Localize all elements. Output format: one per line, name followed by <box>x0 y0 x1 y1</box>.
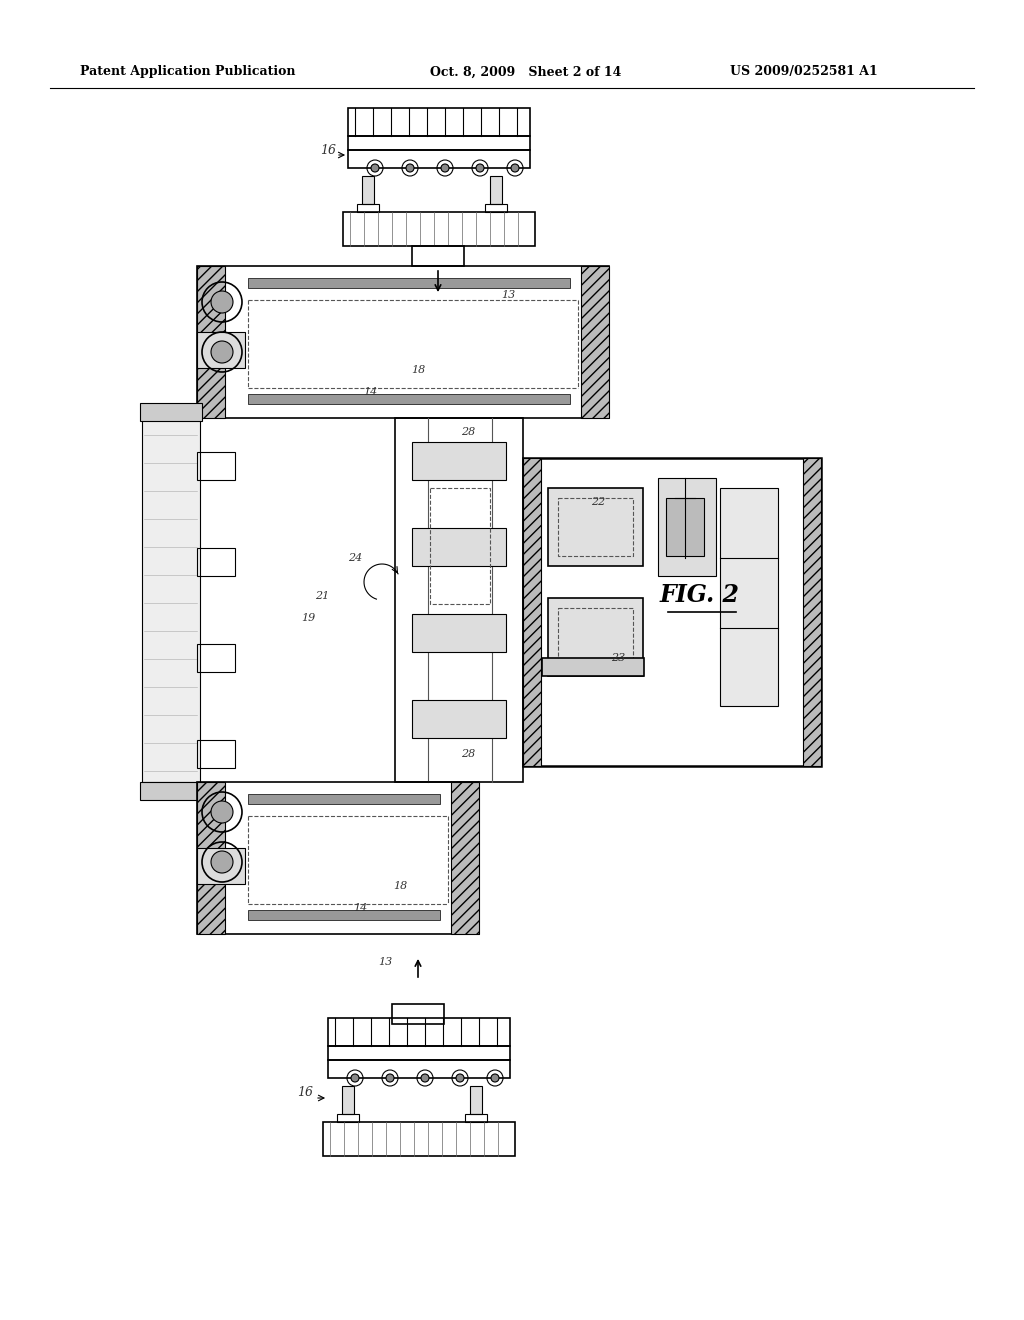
Circle shape <box>211 341 233 363</box>
Bar <box>362 176 374 205</box>
Circle shape <box>511 164 519 172</box>
Bar <box>430 488 490 605</box>
Bar <box>558 609 633 667</box>
Bar <box>523 458 541 766</box>
Bar <box>542 657 644 676</box>
Bar <box>581 267 609 418</box>
Circle shape <box>351 1074 359 1082</box>
Text: 18: 18 <box>411 366 425 375</box>
Bar <box>248 909 440 920</box>
Bar <box>197 644 234 672</box>
Circle shape <box>476 164 484 172</box>
Bar <box>248 393 570 404</box>
Bar <box>548 488 643 566</box>
Bar <box>197 781 225 935</box>
Text: 14: 14 <box>362 387 377 397</box>
Bar <box>395 418 523 781</box>
Bar <box>197 267 225 418</box>
Circle shape <box>490 1074 499 1082</box>
Text: 13: 13 <box>501 290 515 300</box>
Circle shape <box>441 164 449 172</box>
Text: FIG. 2: FIG. 2 <box>660 583 740 607</box>
Circle shape <box>371 164 379 172</box>
Bar <box>328 1060 510 1078</box>
Bar <box>142 418 200 781</box>
Bar <box>523 458 821 766</box>
Bar <box>248 795 440 804</box>
Bar <box>328 1018 510 1045</box>
Bar <box>348 150 530 168</box>
Circle shape <box>421 1074 429 1082</box>
Bar <box>558 498 633 556</box>
Bar <box>412 442 506 480</box>
Bar <box>248 279 570 288</box>
Circle shape <box>211 801 233 822</box>
Text: 24: 24 <box>348 553 362 564</box>
Bar <box>412 614 506 652</box>
Bar <box>197 741 234 768</box>
Bar <box>197 451 234 480</box>
Text: 18: 18 <box>393 880 408 891</box>
Bar <box>548 598 643 676</box>
Bar <box>197 847 245 884</box>
Bar <box>197 781 479 935</box>
Text: 14: 14 <box>353 903 368 913</box>
Bar <box>470 1086 482 1114</box>
Circle shape <box>456 1074 464 1082</box>
Bar <box>720 488 778 706</box>
Bar <box>485 205 507 213</box>
Bar <box>392 1005 444 1024</box>
Bar <box>451 781 479 935</box>
Text: US 2009/0252581 A1: US 2009/0252581 A1 <box>730 66 878 78</box>
Bar <box>803 458 821 766</box>
Bar <box>666 498 705 556</box>
Bar <box>465 1114 487 1122</box>
Text: 16: 16 <box>319 144 336 157</box>
Text: 16: 16 <box>297 1085 313 1098</box>
Text: 23: 23 <box>611 653 625 663</box>
Bar <box>412 246 464 267</box>
Text: 19: 19 <box>301 612 315 623</box>
Text: 21: 21 <box>314 591 329 601</box>
Bar <box>197 267 609 418</box>
Bar <box>348 136 530 150</box>
Bar <box>357 205 379 213</box>
Text: 28: 28 <box>461 748 475 759</box>
Bar <box>140 403 202 421</box>
Bar <box>323 1122 515 1156</box>
Bar <box>412 528 506 566</box>
Bar <box>337 1114 359 1122</box>
Text: Oct. 8, 2009   Sheet 2 of 14: Oct. 8, 2009 Sheet 2 of 14 <box>430 66 622 78</box>
Bar <box>348 108 530 136</box>
Circle shape <box>386 1074 394 1082</box>
Text: Patent Application Publication: Patent Application Publication <box>80 66 296 78</box>
Bar <box>328 1045 510 1060</box>
Circle shape <box>211 851 233 873</box>
Text: 22: 22 <box>591 498 605 507</box>
Bar <box>197 548 234 576</box>
Text: 28: 28 <box>461 426 475 437</box>
Bar <box>343 213 535 246</box>
Bar <box>140 781 202 800</box>
Circle shape <box>406 164 414 172</box>
Bar <box>658 478 716 576</box>
Text: 13: 13 <box>378 957 392 968</box>
Bar <box>342 1086 354 1114</box>
Bar <box>490 176 502 205</box>
Bar <box>197 333 245 368</box>
Circle shape <box>211 290 233 313</box>
Bar <box>412 700 506 738</box>
